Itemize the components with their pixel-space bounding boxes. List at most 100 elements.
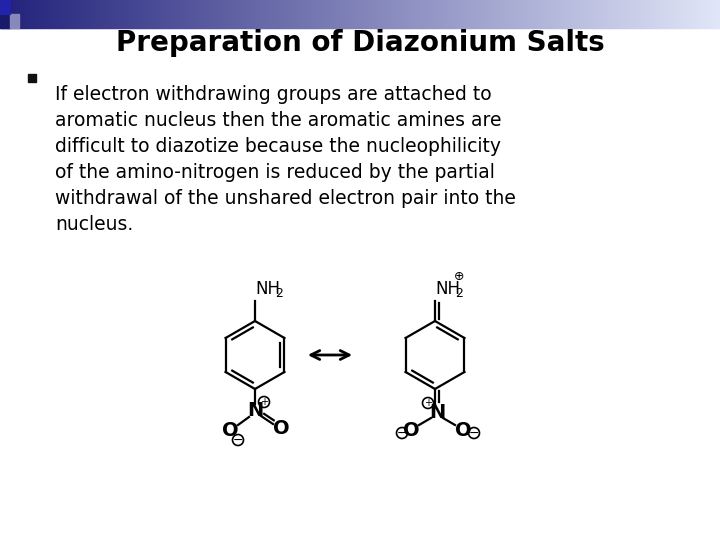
- Bar: [621, 0, 622, 28]
- Bar: [373, 0, 374, 28]
- Bar: [669, 0, 670, 28]
- Bar: [659, 0, 660, 28]
- Bar: [204, 0, 205, 28]
- Bar: [298, 0, 299, 28]
- Bar: [209, 0, 210, 28]
- Bar: [25, 0, 26, 28]
- Bar: [167, 0, 168, 28]
- Text: −: −: [233, 434, 243, 447]
- Bar: [318, 0, 319, 28]
- Bar: [714, 0, 715, 28]
- Bar: [697, 0, 698, 28]
- Bar: [299, 0, 300, 28]
- Bar: [12, 0, 13, 28]
- Bar: [663, 0, 664, 28]
- Bar: [148, 0, 149, 28]
- Text: −: −: [469, 427, 480, 440]
- Bar: [476, 0, 477, 28]
- Bar: [129, 0, 130, 28]
- Bar: [382, 0, 383, 28]
- Bar: [288, 0, 289, 28]
- Bar: [622, 0, 623, 28]
- Bar: [506, 0, 507, 28]
- Bar: [286, 0, 287, 28]
- Bar: [460, 0, 461, 28]
- Bar: [152, 0, 153, 28]
- Bar: [190, 0, 191, 28]
- Bar: [446, 0, 447, 28]
- Bar: [145, 0, 146, 28]
- Bar: [202, 0, 203, 28]
- Bar: [559, 0, 560, 28]
- Bar: [175, 0, 176, 28]
- Bar: [305, 0, 306, 28]
- Bar: [309, 0, 310, 28]
- Bar: [348, 0, 349, 28]
- Bar: [13, 0, 14, 28]
- Bar: [32, 0, 33, 28]
- Bar: [46, 0, 47, 28]
- Bar: [469, 0, 470, 28]
- Bar: [717, 0, 718, 28]
- Bar: [660, 0, 661, 28]
- Bar: [23, 0, 24, 28]
- Bar: [589, 0, 590, 28]
- Bar: [273, 0, 274, 28]
- Bar: [222, 0, 223, 28]
- Bar: [570, 0, 571, 28]
- Bar: [650, 0, 651, 28]
- Bar: [590, 0, 591, 28]
- Bar: [360, 0, 361, 28]
- Bar: [694, 0, 695, 28]
- Bar: [78, 0, 79, 28]
- Bar: [189, 0, 190, 28]
- Bar: [144, 0, 145, 28]
- Bar: [328, 0, 329, 28]
- Bar: [356, 0, 357, 28]
- Bar: [158, 0, 159, 28]
- Bar: [14, 0, 15, 28]
- Bar: [64, 0, 65, 28]
- Bar: [181, 0, 182, 28]
- Bar: [251, 0, 252, 28]
- Bar: [517, 0, 518, 28]
- Bar: [547, 0, 548, 28]
- Bar: [172, 0, 173, 28]
- Bar: [224, 0, 225, 28]
- Bar: [130, 0, 131, 28]
- Bar: [599, 0, 600, 28]
- Bar: [472, 0, 473, 28]
- Bar: [212, 0, 213, 28]
- Bar: [363, 0, 364, 28]
- Bar: [672, 0, 673, 28]
- Bar: [48, 0, 49, 28]
- Bar: [92, 0, 93, 28]
- Bar: [545, 0, 546, 28]
- Bar: [123, 0, 124, 28]
- Bar: [666, 0, 667, 28]
- Bar: [344, 0, 345, 28]
- Bar: [176, 0, 177, 28]
- Bar: [531, 0, 532, 28]
- Text: NH: NH: [255, 280, 280, 298]
- Bar: [296, 0, 297, 28]
- Bar: [274, 0, 275, 28]
- Bar: [505, 0, 506, 28]
- Bar: [268, 0, 269, 28]
- Bar: [237, 0, 238, 28]
- Bar: [231, 0, 232, 28]
- Bar: [647, 0, 648, 28]
- Bar: [229, 0, 230, 28]
- Bar: [150, 0, 151, 28]
- Bar: [477, 0, 478, 28]
- Bar: [468, 0, 469, 28]
- Bar: [371, 0, 372, 28]
- Bar: [630, 0, 631, 28]
- Bar: [284, 0, 285, 28]
- Bar: [139, 0, 140, 28]
- Bar: [338, 0, 339, 28]
- Bar: [101, 0, 102, 28]
- Bar: [560, 0, 561, 28]
- Bar: [147, 0, 148, 28]
- Bar: [37, 0, 38, 28]
